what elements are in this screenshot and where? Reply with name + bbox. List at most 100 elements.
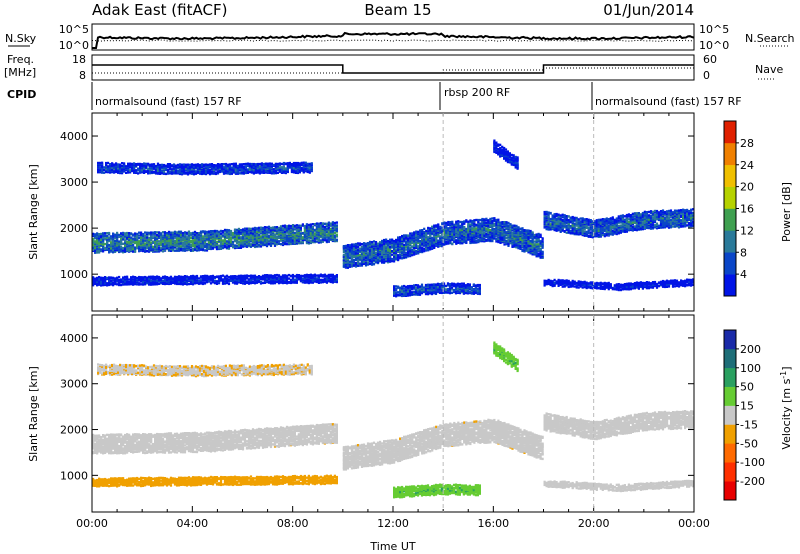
echo-cell xyxy=(187,164,189,166)
echo-cell xyxy=(190,237,192,239)
echo-cell xyxy=(361,246,363,248)
echo-cell xyxy=(249,163,251,165)
echo-cell xyxy=(367,252,369,254)
echo-cell xyxy=(230,237,232,239)
echo-cell xyxy=(304,225,306,227)
nsky-noise-line xyxy=(92,33,694,48)
echo-cell xyxy=(231,163,233,165)
noise-tick-bottom-right: 10^0 xyxy=(699,39,729,52)
echo-cell xyxy=(131,163,133,165)
echo-cell xyxy=(157,163,159,165)
echo-cell xyxy=(110,279,112,281)
echo-cell xyxy=(260,227,262,229)
echo-cell xyxy=(94,240,96,242)
echo-cell xyxy=(280,276,282,278)
echo-cell xyxy=(146,232,148,234)
echo-cell xyxy=(163,164,165,166)
echo-cell xyxy=(138,282,140,284)
echo-cell xyxy=(353,243,355,245)
echo-cell xyxy=(147,168,149,170)
echo-cell xyxy=(283,162,285,164)
echo-cell xyxy=(196,232,198,234)
echo-cell xyxy=(201,163,203,165)
echo-cell xyxy=(173,163,175,165)
echo-cell xyxy=(194,245,196,247)
echo-cell xyxy=(294,235,296,237)
echo-cell xyxy=(312,274,314,276)
echo-cell xyxy=(200,279,202,281)
echo-cell xyxy=(245,163,247,165)
echo-cell xyxy=(176,248,178,250)
echo-cell xyxy=(359,254,361,256)
echo-cell xyxy=(192,232,194,234)
frequency-line xyxy=(92,65,694,73)
echo-cell xyxy=(322,279,324,281)
echo-cell xyxy=(180,276,182,278)
echo-cell xyxy=(316,227,318,229)
echo-cell xyxy=(142,233,144,235)
echo-cell xyxy=(112,281,114,283)
echo-cell xyxy=(181,164,183,166)
beam-title: Beam 15 xyxy=(364,1,431,19)
nsearch-noise-line xyxy=(92,40,694,41)
echo-cell xyxy=(355,257,357,259)
echo-cell xyxy=(218,245,220,247)
echo-cell xyxy=(300,225,302,227)
echo-cell xyxy=(256,227,258,229)
echo-cell xyxy=(132,276,134,278)
echo-cell xyxy=(250,232,252,234)
echo-cell xyxy=(174,250,176,252)
echo-cell xyxy=(248,278,250,280)
echo-cell xyxy=(143,162,145,164)
echo-cell xyxy=(294,275,296,277)
echo-cell xyxy=(182,276,184,278)
echo-cell xyxy=(241,163,243,165)
echo-cell xyxy=(150,280,152,282)
echo-cell xyxy=(328,240,330,242)
echo-cell xyxy=(211,163,213,165)
echo-cell xyxy=(255,163,257,165)
echo-cell xyxy=(191,163,193,165)
echo-cell xyxy=(332,274,334,276)
echo-cell xyxy=(248,275,250,277)
echo-cell xyxy=(101,162,103,164)
echo-cell xyxy=(98,278,100,280)
echo-cell xyxy=(222,243,224,245)
echo-cell xyxy=(328,274,330,276)
echo-cell xyxy=(252,230,254,232)
echo-cell xyxy=(234,229,236,231)
echo-cell xyxy=(222,246,224,248)
echo-cell xyxy=(302,241,304,243)
echo-cell xyxy=(215,164,217,166)
echo-cell xyxy=(194,275,196,277)
echo-cell xyxy=(108,232,110,234)
echo-cell xyxy=(109,163,111,165)
echo-cell xyxy=(253,163,255,165)
echo-cell xyxy=(238,243,240,245)
echo-cell xyxy=(110,235,112,237)
echo-cell xyxy=(160,239,162,241)
echo-cell xyxy=(154,235,156,237)
date-title: 01/Jun/2014 xyxy=(603,1,694,19)
echo-cell xyxy=(347,244,349,246)
echo-cell xyxy=(179,165,181,167)
echo-cell xyxy=(108,276,110,278)
echo-cell xyxy=(206,243,208,245)
echo-cell xyxy=(149,172,151,174)
echo-cell xyxy=(255,171,257,173)
echo-cell xyxy=(172,277,174,279)
freq-label: Freq. xyxy=(7,53,34,66)
echo-cell xyxy=(247,163,249,165)
echo-cell xyxy=(274,274,276,276)
echo-cell xyxy=(328,237,330,239)
echo-cell xyxy=(284,225,286,227)
echo-cell xyxy=(207,172,209,174)
echo-cell xyxy=(203,168,205,170)
nave-tick-top: 60 xyxy=(703,53,717,66)
echo-cell xyxy=(304,234,306,236)
echo-cell xyxy=(314,237,316,239)
echo-cell xyxy=(318,232,320,234)
echo-cell xyxy=(345,245,347,247)
echo-cell xyxy=(134,283,136,285)
echo-cell xyxy=(171,164,173,166)
